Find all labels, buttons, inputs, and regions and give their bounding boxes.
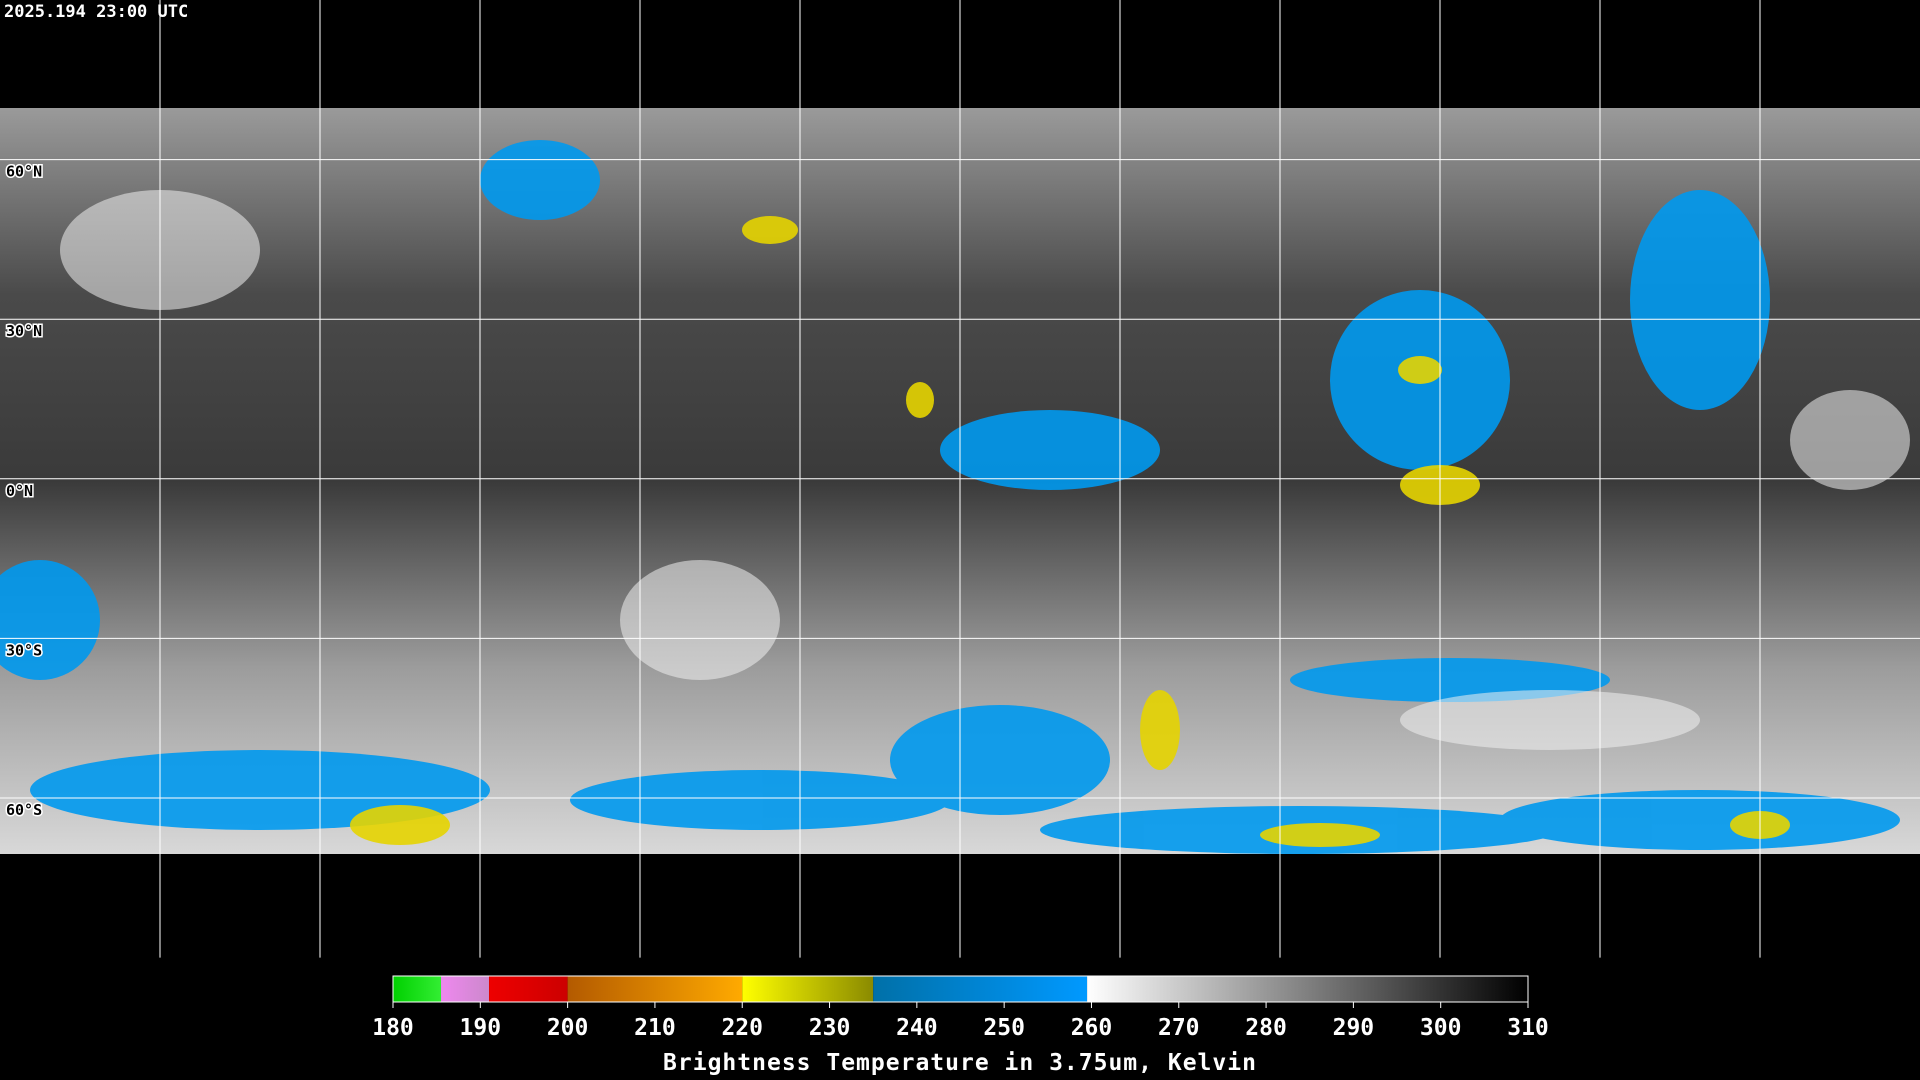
colorbar-tick-label: 300 <box>1420 1015 1462 1041</box>
colorbar-segment <box>393 976 442 1002</box>
latitude-label: 60°S <box>6 801 42 819</box>
colorbar-segment <box>489 976 568 1002</box>
colorbar-frame <box>392 975 1529 1003</box>
colorbar-tick-label: 250 <box>983 1015 1025 1041</box>
colorbar-segment <box>441 976 490 1002</box>
colorbar-tick-label: 240 <box>896 1015 938 1041</box>
colorbar-tick-label: 270 <box>1158 1015 1200 1041</box>
very-cold-clouds <box>350 216 1790 847</box>
colorbar-tick-label: 220 <box>721 1015 763 1041</box>
graticule <box>0 0 1920 958</box>
colorbar-tick-label: 310 <box>1507 1015 1549 1041</box>
colorbar-tick-label: 290 <box>1333 1015 1375 1041</box>
colorbar-tick-label: 200 <box>547 1015 589 1041</box>
timestamp: 2025.194 23:00 UTC <box>4 2 188 22</box>
latitude-label: 30°S <box>6 641 42 659</box>
colorbar-title: Brightness Temperature in 3.75um, Kelvin <box>663 1050 1257 1076</box>
latitude-label: 30°N <box>6 322 42 340</box>
colorbar-tick-label: 190 <box>460 1015 502 1041</box>
colorbar: 180 190 200 210 220 230 240 250 260 270 280 290 300 3… <box>372 975 1549 1041</box>
latitude-label: 0°N <box>6 482 33 500</box>
colorbar-segment <box>1087 976 1528 1002</box>
colorbar-tick-label: 180 <box>372 1015 414 1041</box>
colorbar-segment <box>873 976 1088 1002</box>
colorbar-segment <box>742 976 874 1002</box>
colorbar-tick-label: 230 <box>809 1015 851 1041</box>
colorbar-segment <box>567 976 743 1002</box>
latitude-labels: 60°N 30°N 0°N 30°S 60°S <box>5 161 44 820</box>
colorbar-tick-label: 210 <box>634 1015 676 1041</box>
colorbar-tick-label: 260 <box>1071 1015 1113 1041</box>
colorbar-tick-label: 280 <box>1245 1015 1287 1041</box>
latitude-label: 60°N <box>6 163 42 181</box>
